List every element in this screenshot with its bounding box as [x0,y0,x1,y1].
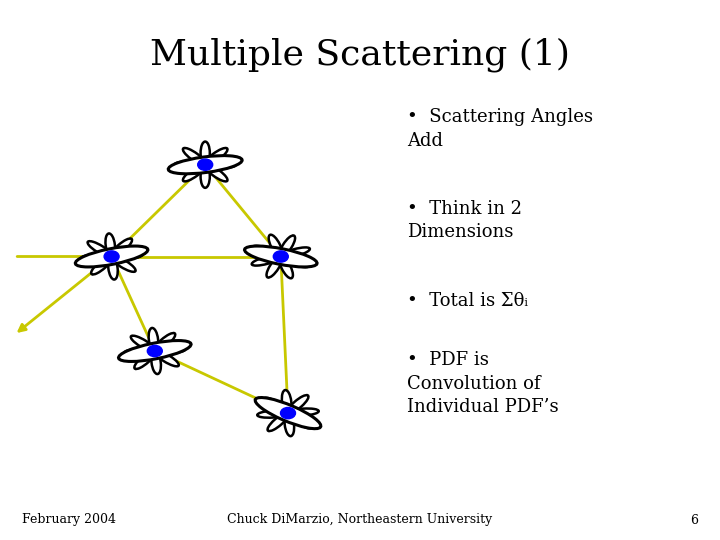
Text: 6: 6 [690,514,698,526]
Text: •  Think in 2
Dimensions: • Think in 2 Dimensions [407,200,522,241]
Ellipse shape [183,148,205,165]
Ellipse shape [284,414,294,436]
Ellipse shape [205,165,228,181]
Ellipse shape [206,161,236,168]
Ellipse shape [282,390,292,413]
Ellipse shape [124,348,154,356]
Ellipse shape [148,328,158,350]
Ellipse shape [282,247,310,258]
Ellipse shape [282,256,309,267]
Ellipse shape [288,413,312,428]
Text: •  Scattering Angles
Add: • Scattering Angles Add [407,108,593,150]
Ellipse shape [183,165,205,181]
Circle shape [274,251,288,262]
Ellipse shape [155,333,175,351]
Text: Chuck DiMarzio, Northeastern University: Chuck DiMarzio, Northeastern University [228,514,492,526]
Ellipse shape [279,257,293,278]
Ellipse shape [135,351,155,369]
Ellipse shape [81,254,111,261]
Ellipse shape [112,239,132,256]
Ellipse shape [156,346,186,354]
Ellipse shape [280,235,295,256]
Ellipse shape [205,148,228,165]
Ellipse shape [289,408,319,416]
Ellipse shape [264,398,288,413]
Text: •  PDF is
Convolution of
Individual PDF’s: • PDF is Convolution of Individual PDF’s [407,351,559,416]
Ellipse shape [245,246,317,267]
Ellipse shape [112,252,143,259]
Ellipse shape [168,156,242,174]
Ellipse shape [119,341,191,361]
Ellipse shape [108,257,118,280]
Ellipse shape [255,397,321,429]
Ellipse shape [201,165,210,188]
Circle shape [104,251,119,262]
Ellipse shape [112,256,135,272]
Text: Multiple Scattering (1): Multiple Scattering (1) [150,38,570,72]
Ellipse shape [252,255,280,266]
Circle shape [198,159,212,170]
Ellipse shape [155,351,179,366]
Ellipse shape [105,233,115,256]
Circle shape [281,408,295,418]
Ellipse shape [174,161,204,168]
Ellipse shape [288,395,308,413]
Text: •  Total is Σθᵢ: • Total is Σθᵢ [407,292,528,309]
Ellipse shape [269,235,282,256]
Ellipse shape [88,241,112,256]
Circle shape [148,346,162,356]
Ellipse shape [266,257,282,278]
Ellipse shape [76,246,148,267]
Ellipse shape [268,413,288,431]
Ellipse shape [253,246,280,257]
Text: February 2004: February 2004 [22,514,116,526]
Ellipse shape [257,410,287,418]
Ellipse shape [201,141,210,164]
Ellipse shape [151,352,161,374]
Ellipse shape [131,336,155,351]
Ellipse shape [91,256,112,274]
